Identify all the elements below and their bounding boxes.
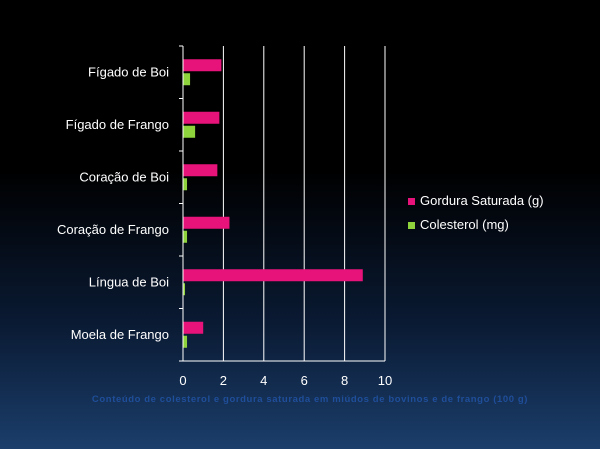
bar-gordura-0 [183,59,222,72]
bar-colesterol-2 [183,178,188,191]
bar-gordura-2 [183,164,218,177]
legend-swatch-0 [408,198,415,205]
x-tick-label-6: 6 [301,373,308,388]
bar-colesterol-5 [183,335,188,348]
gridlines [222,46,386,361]
tick-labels: 0 2 4 6 8 10 [179,373,392,388]
x-tick-label-4: 4 [260,373,267,388]
legend-label-0: Gordura Saturada (g) [420,193,544,208]
x-tick-label-10: 10 [378,373,392,388]
legend: Gordura Saturada (g) Colesterol (mg) [408,193,544,232]
bar-gordura-5 [183,321,204,334]
bar-gordura-1 [183,111,220,124]
x-tick-label-0: 0 [179,373,186,388]
x-tick-label-2: 2 [220,373,227,388]
bar-colesterol-1 [183,125,196,138]
category-label-4: Língua de Boi [89,274,169,289]
chart-caption: Conteúdo de colesterol e gordura saturad… [92,394,528,405]
legend-label-1: Colesterol (mg) [420,217,509,232]
x-tick-label-8: 8 [341,373,348,388]
category-label-3: Coração de Frango [57,222,169,237]
category-label-1: Fígado de Frango [66,117,169,132]
category-labels: Fígado de Boi Fígado de Frango Coração de … [57,64,169,342]
bar-colesterol-0 [183,73,191,86]
axes [179,45,385,362]
bar-colesterol-4 [183,283,186,296]
category-label-5: Moela de Frango [71,327,169,342]
category-label-2: Coração de Boi [79,169,169,184]
category-label-0: Fígado de Boi [88,64,169,79]
legend-swatch-1 [408,222,415,229]
bar-gordura-4 [183,269,363,282]
bars [183,59,363,348]
bar-colesterol-3 [183,230,188,243]
bar-gordura-3 [183,216,230,229]
